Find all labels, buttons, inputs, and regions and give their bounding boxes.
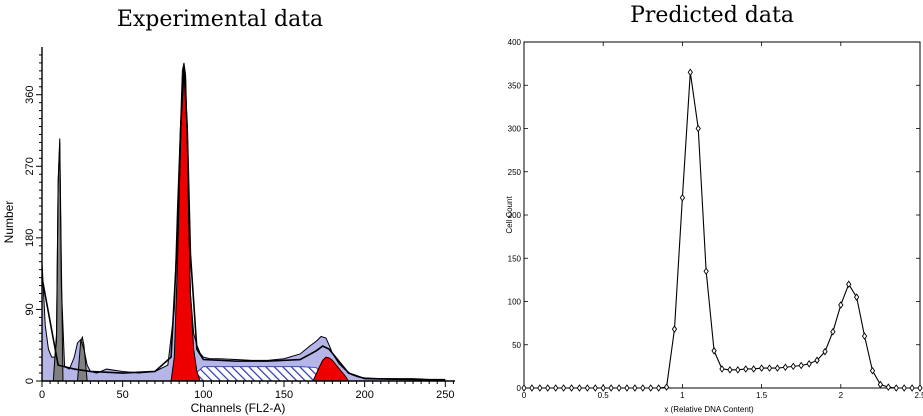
series-line <box>524 72 920 389</box>
data-point <box>553 384 559 392</box>
x-tick-label: 0.5 <box>598 391 610 400</box>
data-point <box>648 384 654 392</box>
x-tick-label: 250 <box>436 389 454 401</box>
data-point <box>640 384 646 392</box>
data-point <box>743 365 749 373</box>
x-tick-label: 150 <box>275 389 293 401</box>
data-point <box>846 280 852 288</box>
predicted-chart: Predicted data 0 0.5 1 1.5 2 2.5 0 50 100 150 200 2… <box>505 3 923 414</box>
x-tick-label: 0 <box>39 389 45 401</box>
data-point <box>877 380 884 389</box>
y-tick-label: 90 <box>24 303 36 315</box>
data-point <box>830 327 836 336</box>
data-point <box>822 347 828 356</box>
histogram-line <box>41 62 446 380</box>
predicted-plot-area <box>521 68 923 392</box>
data-point <box>687 68 693 77</box>
y-tick-label: 350 <box>508 81 522 90</box>
x-tick-label: 100 <box>194 389 212 401</box>
chart-title: Experimental data <box>117 7 323 32</box>
data-point <box>751 365 757 373</box>
x-tick-label: 1.5 <box>756 391 768 400</box>
y-tick-label: 250 <box>508 168 522 177</box>
y-tick-label: 200 <box>508 211 522 220</box>
data-point <box>893 384 899 392</box>
y-tick-label: 180 <box>24 229 36 247</box>
data-point <box>703 267 709 276</box>
y-tick-label: 400 <box>508 38 522 47</box>
data-point <box>735 366 741 374</box>
s-phase-area <box>186 366 327 382</box>
y-tick-label: 100 <box>508 298 522 307</box>
data-point <box>727 366 733 374</box>
x-axis-label: Channels (FL2-A) <box>191 401 286 415</box>
data-point <box>521 384 527 392</box>
data-point <box>529 384 535 392</box>
y-tick-label: 0 <box>517 384 522 393</box>
data-point <box>671 325 678 333</box>
y-tick-label: 270 <box>24 157 36 175</box>
experimental-chart: Experimental data 0 50 100 150 200 250 0 90 180 2… <box>2 7 455 415</box>
data-point <box>814 356 820 365</box>
data-point <box>766 364 773 372</box>
data-point <box>695 124 701 133</box>
experimental-plot-area <box>41 62 446 382</box>
data-point <box>917 384 923 392</box>
data-point <box>663 383 670 391</box>
predicted-axes: 0 0.5 1 1.5 2 2.5 0 50 100 150 200 250 300 350 400 <box>508 38 923 400</box>
x-tick-label: 0 <box>522 391 527 400</box>
data-point <box>600 384 606 392</box>
data-point <box>909 384 915 392</box>
data-point <box>798 361 804 370</box>
debris-area <box>42 62 446 382</box>
x-tick-label: 2 <box>839 391 844 400</box>
data-point <box>711 347 717 355</box>
data-point <box>790 362 796 371</box>
data-point <box>679 193 686 202</box>
data-point <box>869 366 876 375</box>
data-point <box>584 384 591 392</box>
chart-title: Predicted data <box>630 3 794 28</box>
y-tick-label: 360 <box>24 86 36 104</box>
g2-peak <box>312 356 350 382</box>
x-tick-label: 200 <box>355 389 373 401</box>
data-point <box>568 384 575 392</box>
data-point <box>885 383 891 391</box>
model-curve <box>41 66 446 382</box>
x-tick-label: 1 <box>680 391 685 400</box>
data-point <box>782 363 789 372</box>
y-tick-label: 300 <box>508 125 522 134</box>
y-tick-label: 150 <box>508 254 522 263</box>
x-tick-label: 2.5 <box>914 391 923 400</box>
y-axis-label: Cell Count <box>505 196 514 234</box>
y-tick-label: 50 <box>512 341 521 350</box>
data-point <box>616 384 622 392</box>
data-point <box>758 364 765 372</box>
plot-frame <box>523 41 921 389</box>
data-point <box>719 365 725 373</box>
data-point <box>861 332 868 340</box>
data-point <box>624 384 630 392</box>
x-tick-label: 50 <box>117 389 129 401</box>
data-point <box>537 384 543 392</box>
data-point <box>576 384 583 392</box>
data-point <box>838 301 844 309</box>
data-point <box>592 384 598 392</box>
y-axis-label: Number <box>2 201 16 244</box>
data-point <box>901 384 907 392</box>
data-point <box>608 384 614 392</box>
data-point <box>655 384 662 392</box>
y-tick-label: 0 <box>24 378 36 384</box>
x-axis-label: x (Relative DNA Content) <box>664 405 754 414</box>
experimental-axes: 0 50 100 150 200 250 0 90 180 270 360 <box>24 47 455 401</box>
data-point <box>632 384 638 392</box>
data-point <box>853 293 860 301</box>
data-point <box>806 359 812 368</box>
data-point <box>560 384 567 392</box>
data-point <box>774 364 781 372</box>
data-point <box>545 384 551 392</box>
